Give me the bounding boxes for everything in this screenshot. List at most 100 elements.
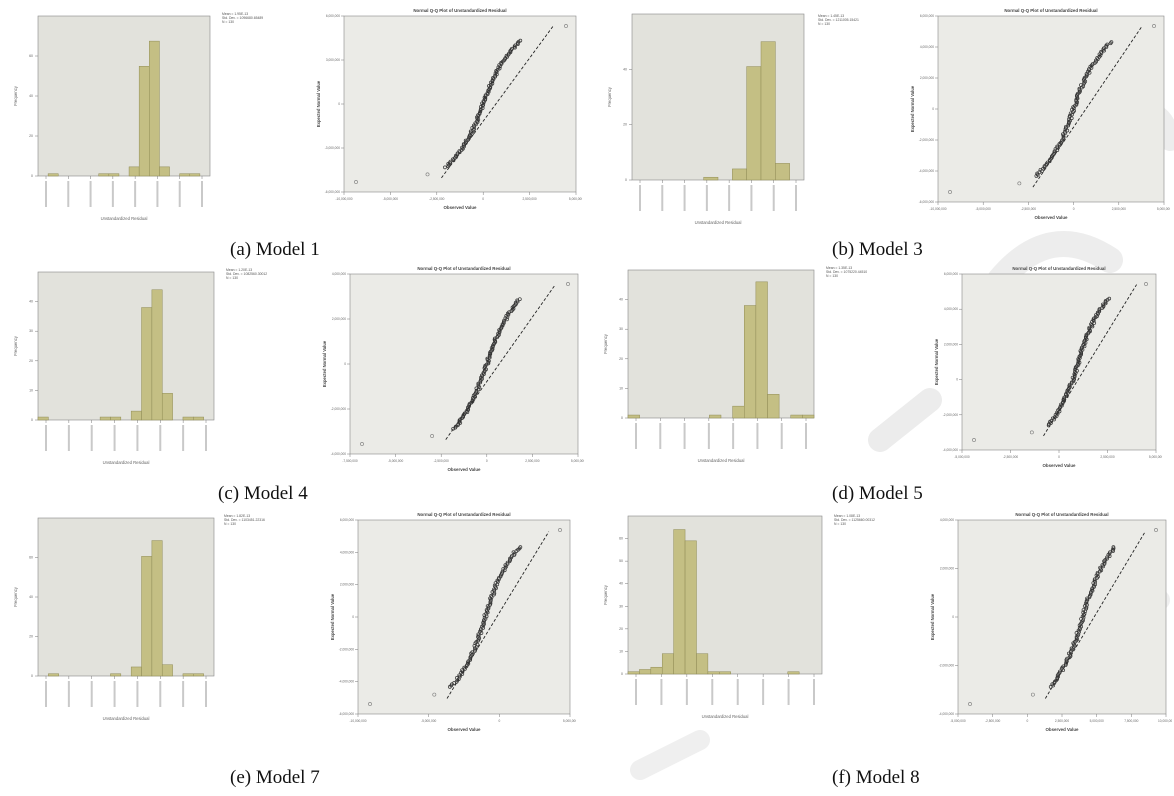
y-axis-label: Expected Normal Value xyxy=(322,340,327,387)
x-axis-label: Observed Value xyxy=(1043,463,1077,468)
x-tick-label: 5,000,000 xyxy=(563,719,576,723)
y-tick-label: 30 xyxy=(619,604,623,608)
x-tick-label xyxy=(732,423,735,449)
histogram-bar xyxy=(787,671,800,675)
x-tick-label xyxy=(159,425,162,451)
watermark-stroke xyxy=(630,730,710,780)
histogram-bar xyxy=(732,405,745,419)
x-tick-label: -10,000,000 xyxy=(335,197,352,201)
qq-point xyxy=(1095,572,1100,576)
y-tick-label: 20 xyxy=(619,627,623,631)
legend-std-dev: Std. Dev. = 1211005.15421 xyxy=(818,18,859,23)
histogram-bar xyxy=(182,416,194,421)
y-tick-label: 6,000,000 xyxy=(920,14,934,18)
histogram-bar xyxy=(151,540,163,677)
y-tick-label: -2,000,000 xyxy=(331,407,346,411)
qq-outlier xyxy=(1152,24,1156,28)
x-tick-label xyxy=(67,181,70,207)
caption-b: (b) Model 3 xyxy=(832,239,923,260)
x-tick-label xyxy=(756,423,759,449)
qq-title: Normal Q-Q Plot of Unstandardized Residu… xyxy=(1012,266,1105,271)
qq-point xyxy=(1087,325,1092,330)
x-tick-label: -5,000,000 xyxy=(383,197,398,201)
histogram-bar xyxy=(141,307,153,421)
histogram-bar xyxy=(755,281,768,419)
qq-plot-a: Normal Q-Q Plot of Unstandardized Residu… xyxy=(312,4,582,212)
x-tick-label: -10,000,000 xyxy=(929,207,946,211)
legend-mean: Mean = 1.95E-13 xyxy=(222,12,249,16)
histogram-bar xyxy=(707,671,720,675)
histogram-bar xyxy=(179,173,191,177)
y-tick-label: -6,000,000 xyxy=(339,712,354,716)
x-tick-label: 5,000,000 xyxy=(1090,719,1104,723)
qq-point xyxy=(1098,565,1102,570)
histogram-bar xyxy=(110,416,122,421)
x-tick-label xyxy=(89,181,92,207)
x-tick-label xyxy=(728,185,731,211)
y-tick-label: 4,000,000 xyxy=(944,307,958,311)
qq-point xyxy=(1055,145,1060,150)
histogram-bar xyxy=(746,66,762,181)
y-tick-label: 40 xyxy=(29,94,33,98)
legend-n: N = 130 xyxy=(834,522,846,527)
x-tick-label xyxy=(136,681,139,707)
x-tick-label xyxy=(780,423,783,449)
qq-point xyxy=(1107,296,1112,301)
qq-outlier xyxy=(564,24,568,28)
qq-plot-e: Normal Q-Q Plot of Unstandardized Residu… xyxy=(326,508,576,734)
x-tick-label: -5,000,000 xyxy=(976,207,991,211)
y-tick-label: 20 xyxy=(623,123,627,127)
y-tick-label: 40 xyxy=(619,298,623,302)
legend-mean: Mean = 1.20E-13 xyxy=(226,268,253,272)
x-tick-label: 2,500,000 xyxy=(1100,455,1114,459)
y-tick-label: 10 xyxy=(619,386,623,390)
qq-outlier xyxy=(558,528,562,532)
y-tick-label: 2,000,000 xyxy=(940,567,954,571)
plot-area xyxy=(627,269,815,419)
qq-outlier xyxy=(425,172,430,177)
legend-n: N = 130 xyxy=(226,276,238,281)
histogram-bar xyxy=(182,673,194,677)
qq-plot-b: Normal Q-Q Plot of Unstandardized Residu… xyxy=(906,4,1170,222)
x-tick-label: 2,500,000 xyxy=(523,197,537,201)
qq-point xyxy=(488,601,493,606)
histogram-bar xyxy=(47,173,59,177)
x-tick-label xyxy=(67,681,70,707)
histogram-bar xyxy=(650,666,663,675)
y-tick-label: 40 xyxy=(623,67,627,71)
x-tick-label xyxy=(711,679,714,705)
qq-outlier xyxy=(1017,181,1022,186)
plot-area xyxy=(349,273,579,455)
qq-point xyxy=(1111,546,1116,551)
y-axis-label: Expected Normal Value xyxy=(330,593,335,640)
histogram-d: 0 10 20 30 40 Unstandardized Residual Frequenc… xyxy=(598,262,822,476)
histogram-bar xyxy=(790,414,803,419)
qq-point xyxy=(497,577,501,582)
qq-point xyxy=(1105,556,1109,561)
caption-c: (c) Model 4 xyxy=(218,483,308,504)
y-tick-label: 20 xyxy=(29,359,33,363)
qq-outlier xyxy=(972,438,976,442)
qq-point xyxy=(1108,550,1112,555)
qq-point xyxy=(1105,42,1110,47)
qq-plot-c: Normal Q-Q Plot of Unstandardized Residu… xyxy=(318,262,584,474)
qq-outlier xyxy=(566,282,570,286)
y-tick-label: -4,000,000 xyxy=(943,448,958,452)
qq-plot-f: Normal Q-Q Plot of Unstandardized Residu… xyxy=(926,508,1172,734)
x-tick-label: -10,000,000 xyxy=(349,719,366,723)
y-tick-label: 0 xyxy=(31,674,33,678)
histogram-e: 0 20 40 60 Unstandardized Residual Frequency xyxy=(8,510,222,734)
histogram-bar xyxy=(732,168,747,181)
y-axis-label: Frequency xyxy=(607,86,612,107)
x-tick-label: 5,000,000 xyxy=(571,459,584,463)
histogram-bar xyxy=(684,540,697,675)
x-tick-label xyxy=(639,185,641,211)
histogram-bar xyxy=(130,410,142,421)
x-axis-label: Observed Value xyxy=(448,727,482,732)
y-tick-label: 40 xyxy=(619,582,623,586)
histogram-bar xyxy=(151,289,163,421)
qq-outlier xyxy=(968,702,972,706)
qq-point xyxy=(1087,68,1091,73)
x-tick-label: 0 xyxy=(498,719,500,723)
reference-line xyxy=(445,284,556,440)
